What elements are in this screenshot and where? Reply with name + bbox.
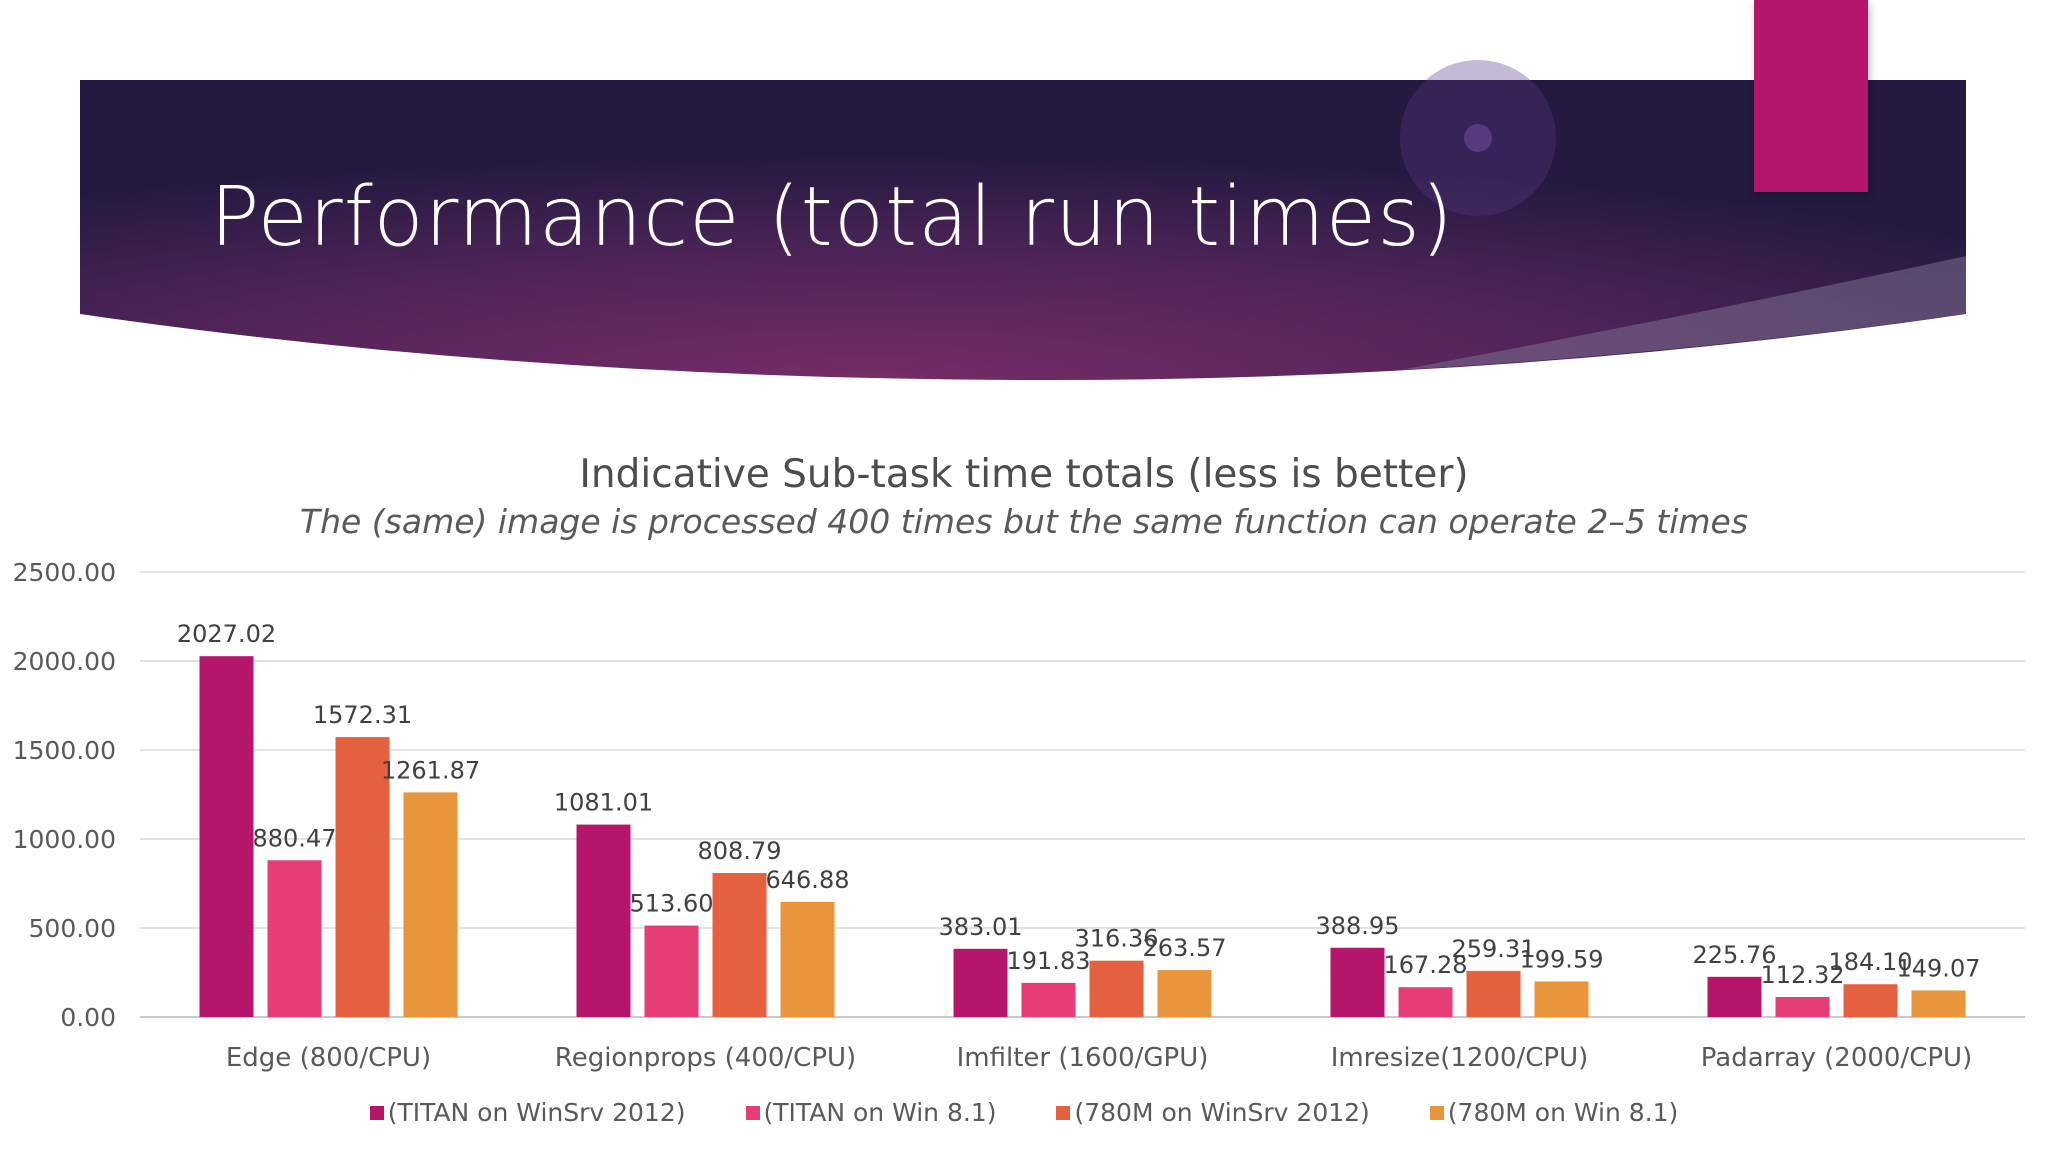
data-label: 225.76	[1693, 941, 1777, 969]
banner-glow-dot	[1464, 124, 1492, 152]
legend-swatch	[745, 1105, 760, 1120]
data-label: 184.10	[1829, 948, 1913, 976]
legend-item: (780M on Win 8.1)	[1429, 1098, 1679, 1127]
bar	[780, 901, 835, 1017]
legend-label: (780M on WinSrv 2012)	[1074, 1098, 1370, 1127]
chart-subtitle: The (same) image is processed 400 times …	[299, 502, 1749, 541]
chart-title: Indicative Sub-task time totals (less is…	[579, 452, 1469, 497]
y-tick-label: 1500.00	[13, 736, 116, 765]
x-tick-label: Padarray (2000/CPU)	[1701, 1043, 1972, 1073]
y-axis-ticks: 0.00 500.00 1000.00 1500.00 2000.00 2500.00	[13, 558, 116, 1032]
legend-label: (TITAN on Win 8.1)	[763, 1098, 997, 1127]
bar	[644, 925, 699, 1017]
x-tick-label: Edge (800/CPU)	[226, 1043, 431, 1073]
data-label: 1261.87	[381, 756, 480, 784]
data-label: 191.83	[1007, 947, 1091, 975]
title-banner	[80, 60, 1966, 381]
data-labels: 2027.02 880.47 1572.31 1261.87 1081.01 513.60…	[177, 620, 1981, 989]
data-label: 2027.02	[177, 620, 276, 648]
data-label: 316.36	[1075, 925, 1159, 953]
data-label: 513.60	[630, 890, 714, 918]
legend: (TITAN on WinSrv 2012) (TITAN on Win 8.1)…	[0, 1098, 2048, 1127]
data-label: 1081.01	[554, 789, 653, 817]
data-label: 383.01	[939, 913, 1023, 941]
bar	[335, 737, 390, 1017]
accent-tab	[1754, 0, 1868, 192]
bar	[712, 873, 767, 1017]
bar	[1089, 960, 1144, 1017]
data-label: 199.59	[1520, 945, 1604, 973]
bar	[576, 824, 631, 1017]
x-tick-label: Regionprops (400/CPU)	[555, 1043, 856, 1073]
legend-label: (780M on Win 8.1)	[1447, 1098, 1679, 1127]
y-tick-label: 500.00	[29, 914, 116, 943]
banner-shape	[80, 80, 1966, 381]
y-tick-label: 0.00	[60, 1003, 116, 1032]
bar	[1707, 976, 1762, 1017]
x-tick-label: Imfilter (1600/GPU)	[957, 1043, 1209, 1073]
data-label: 388.95	[1316, 912, 1400, 940]
data-label: 808.79	[698, 837, 782, 865]
data-label: 263.57	[1143, 934, 1227, 962]
data-label: 112.32	[1761, 961, 1845, 989]
y-tick-label: 2500.00	[13, 558, 116, 587]
data-label: 259.31	[1452, 935, 1536, 963]
legend-item: (TITAN on Win 8.1)	[745, 1098, 997, 1127]
bar	[1398, 987, 1453, 1017]
y-tick-label: 2000.00	[13, 647, 116, 676]
legend-swatch	[369, 1105, 384, 1120]
y-tick-label: 1000.00	[13, 825, 116, 854]
legend-swatch	[1056, 1105, 1071, 1120]
bar	[267, 860, 322, 1017]
x-axis-ticks: Edge (800/CPU) Regionprops (400/CPU) Imfil…	[226, 1043, 1972, 1073]
data-label: 646.88	[766, 866, 850, 894]
legend-swatch	[1429, 1105, 1444, 1120]
legend-item: (TITAN on WinSrv 2012)	[369, 1098, 686, 1127]
data-label: 167.28	[1384, 951, 1468, 979]
bar	[1534, 981, 1589, 1017]
bar	[1157, 970, 1212, 1017]
bars	[199, 656, 1966, 1017]
bar	[1911, 990, 1966, 1017]
bar	[199, 656, 254, 1017]
data-label: 880.47	[253, 824, 337, 852]
bar	[1775, 997, 1830, 1017]
bar	[953, 948, 1008, 1017]
data-label: 149.07	[1897, 954, 1981, 982]
bar	[1466, 970, 1521, 1017]
data-label: 1572.31	[313, 701, 412, 729]
legend-label: (TITAN on WinSrv 2012)	[387, 1098, 686, 1127]
bar	[1330, 947, 1385, 1017]
bar	[1021, 982, 1076, 1017]
bar	[1843, 984, 1898, 1017]
legend-item: (780M on WinSrv 2012)	[1056, 1098, 1370, 1127]
banner-swoosh	[1400, 256, 1966, 370]
bar	[403, 792, 458, 1017]
slide-title: Performance (total run times)	[210, 170, 1454, 265]
x-tick-label: Imresize(1200/CPU)	[1331, 1043, 1589, 1073]
